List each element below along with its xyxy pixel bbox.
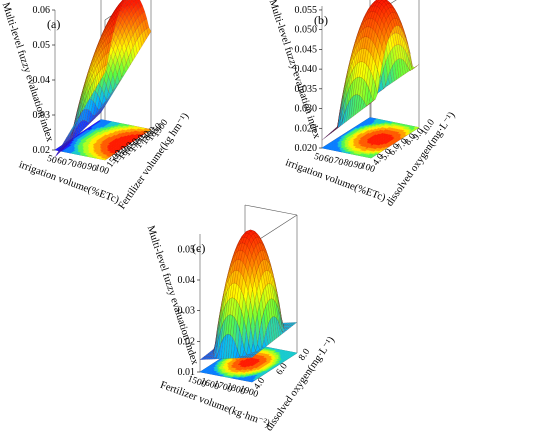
surface-cell (121, 0, 125, 3)
x-tick-label: 70 (332, 156, 345, 169)
surface-cell (253, 352, 259, 355)
box-edge (244, 204, 298, 216)
x-tick-label: 80 (76, 160, 89, 173)
z-tick-label: 0.045 (295, 44, 318, 55)
z-tick-label: 0.040 (295, 64, 318, 75)
surface-cell (271, 316, 277, 341)
x-tick-label: 100 (93, 163, 110, 177)
z-tick-label: 0.03 (178, 306, 196, 317)
z-tick-label: 0.055 (295, 5, 318, 16)
z-tick-label: 0.02 (33, 145, 51, 156)
surface-cell (146, 27, 152, 36)
z-tick-label: 0.02 (178, 336, 196, 347)
floor-contour (321, 117, 420, 159)
z-tick-label: 0.03 (33, 110, 51, 121)
z-tick-label: 0.05 (178, 244, 196, 255)
surface-cell (127, 0, 132, 3)
z-tick-label: 0.035 (295, 84, 318, 95)
panel-label: (c) (192, 241, 205, 255)
surface-cell (255, 350, 261, 353)
surface-cell (269, 316, 275, 342)
floor-contour (199, 342, 298, 383)
surface-cell (414, 64, 420, 68)
z-tick-label: 0.04 (178, 275, 196, 286)
surface-cell (280, 327, 286, 334)
contour-cell (293, 352, 298, 355)
surface-cell (273, 316, 279, 339)
surface-cell (292, 322, 298, 325)
z-tick-label: 0.06 (33, 5, 51, 16)
z-tick-label: 0.030 (295, 104, 318, 115)
surface-cell (267, 319, 273, 344)
surface-cell (257, 349, 263, 352)
panel-label: (b) (314, 13, 328, 27)
surface-cell (285, 326, 292, 330)
panel-label: (a) (47, 17, 60, 31)
surface-cell (102, 64, 108, 77)
z-tick-label: 0.020 (295, 143, 318, 154)
panel-c: 0.010.020.030.040.0515001600170018001900… (145, 204, 337, 433)
z-tick-label: 0.01 (178, 367, 196, 378)
surface-cell (136, 0, 141, 4)
x-tick-label: 60 (322, 154, 335, 167)
surface-cell (276, 317, 281, 338)
z-tick-label: 0.05 (33, 40, 51, 51)
surface-cell (116, 4, 123, 13)
surface (321, 0, 420, 141)
surface-cell (407, 45, 413, 66)
surface-cell (108, 31, 114, 44)
z-tick-label: 0.050 (295, 25, 318, 36)
surface-cell (283, 328, 290, 331)
surface-cell (259, 347, 265, 350)
surface-cell (290, 323, 296, 326)
surface-cell (121, 0, 124, 2)
surface-cell (372, 0, 378, 4)
contour-cell (147, 128, 152, 131)
surface-cell (251, 354, 257, 357)
surface-cell (368, 100, 374, 105)
x-tick-label: 50 (46, 154, 59, 167)
surface-cell (249, 355, 255, 358)
x-tick-label: 50 (313, 152, 326, 165)
panel-b: 0.020 0.025 0.030 0.035 0.040 0.045 0.050 0.055… (267, 0, 458, 208)
x-tick-label: 80 (342, 158, 355, 171)
surface-cell (132, 0, 136, 2)
contour-cell (415, 126, 420, 129)
surface-cell (370, 99, 376, 103)
surface-cell (281, 330, 288, 333)
surface-cell (261, 339, 267, 349)
surface-cell (265, 324, 271, 346)
surface-cell (374, 0, 380, 3)
floor-contour (54, 119, 152, 161)
surface (54, 0, 152, 158)
z-tick-label: 0.04 (33, 75, 51, 86)
surface-cell (144, 18, 150, 29)
x-tick-label: 100 (359, 161, 376, 175)
x-tick-label: 70 (66, 158, 79, 171)
x-tick-label: 90 (352, 160, 365, 173)
x-tick-label: 90 (86, 162, 99, 175)
panel-a: 0.020.030.040.050.0650607080901001500155… (0, 0, 192, 212)
x-tick-label: 60 (56, 156, 69, 169)
surface-cell (287, 325, 294, 328)
surface (199, 229, 298, 360)
z-tick-label: 0.025 (295, 123, 318, 134)
